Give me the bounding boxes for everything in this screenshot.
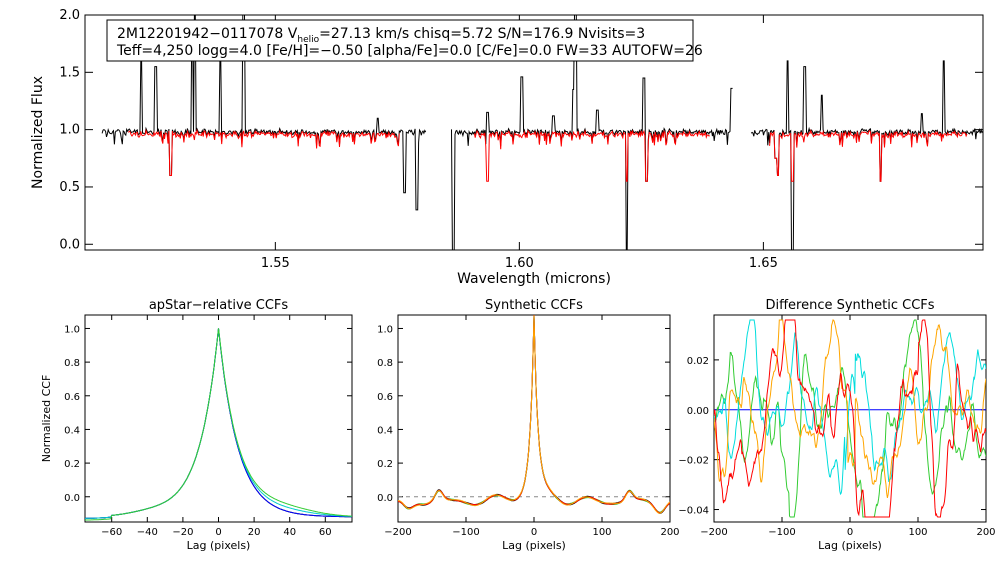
p0-model-spectrum-chip1 [473,129,710,182]
y-tick-label: 0.4 [64,425,80,436]
y-tick-label: 0.2 [64,459,80,470]
info-line-1-suffix: =27.13 km/s chisq=5.72 S/N=176.9 Nvisits… [319,26,645,42]
x-tick-label: 200 [976,527,995,538]
x-tick-label: 200 [660,527,679,538]
panel-spectrum: 1.55 1.60 1.65 0.0 0.5 1.0 1.5 2.0 Wavelength (m… [30,8,984,287]
plot-frame [84,14,984,251]
y-tick-label: 0.02 [687,356,709,367]
p1-ccf-visit-1 [85,328,352,519]
info-box-frame [106,19,694,62]
x-tick-label: −20 [172,527,193,538]
p3-diff-visit-2 [714,319,986,496]
y-axis-label: Normalized Flux [30,76,46,189]
y-tick-label: 0.2 [377,459,393,470]
p1-ccf-combined [85,328,352,519]
p2-ccf-visit-4 [398,315,670,514]
panel-title: apStar−relative CCFs [149,298,289,313]
x-tick-label: −100 [768,527,795,538]
y-tick-label: 0.5 [59,180,80,195]
y-tick-label: 0.00 [687,406,709,417]
y-tick-label: 1.0 [64,324,80,335]
x-tick-label: 1.55 [261,256,290,271]
x-tick-label: 100 [908,527,927,538]
x-tick-label: −200 [700,527,727,538]
y-tick-label: 0.6 [377,392,393,403]
info-line-1-prefix: 2M12201942−0117078 V [117,26,298,42]
y-tick-label: 0.0 [59,237,80,252]
p2-ccf-visit-2 [398,315,670,513]
x-axis-label: Wavelength (microns) [457,271,611,287]
x-tick-label: 20 [248,527,261,538]
y-tick-label: −0.04 [678,506,709,517]
x-tick-label: 1.60 [505,256,534,271]
y-tick-label: 1.0 [59,123,80,138]
y-tick-label: 2.0 [59,8,80,23]
p2-ccf-visit-3 [398,315,670,514]
x-tick-label: 0 [531,527,537,538]
p2-ccf-visit-1 [398,315,670,514]
panel-apstar-ccf: −60 −40 −20 0 20 40 60 0.0 0.2 0.4 0.6 0.8 1.0 Lag (p… [40,298,353,552]
panel-difference-ccf: −200 −100 0 100 200 −0.04 −0.02 0.00 0.02 Lag (pi… [678,298,995,552]
p3-diff-visit-1 [714,319,986,518]
p3-diff-visit-4 [714,319,986,518]
x-axis-label: Lag (pixels) [187,539,251,552]
y-tick-label: 0.4 [377,425,393,436]
plot-frame [84,314,353,523]
x-tick-label: 1.65 [749,256,778,271]
x-axis-label: Lag (pixels) [502,539,566,552]
x-tick-label: 0 [847,527,853,538]
p1-ccf-visit-2 [85,328,352,519]
x-tick-label: 40 [283,527,296,538]
y-tick-label: 1.0 [377,324,393,335]
info-line-1-subscript: helio [297,35,319,45]
info-box: 2M12201942−0117078 Vhelio=27.13 km/s chi… [106,19,703,62]
p1-ccf-visit-3 [85,328,352,521]
p0-model-spectrum-chip2 [769,128,968,182]
p3-diff-visit-3 [714,319,986,499]
x-tick-label: 100 [592,527,611,538]
x-axis-label: Lag (pixels) [818,539,882,552]
y-tick-label: 0.0 [377,493,393,504]
y-tick-label: −0.02 [678,456,709,467]
panel-title: Difference Synthetic CCFs [765,298,934,313]
panel-synthetic-ccf: −200 −100 0 100 200 0.0 0.2 0.4 0.6 0.8 1.0 Lag (pi… [377,298,679,552]
y-tick-label: 0.0 [64,493,80,504]
y-tick-label: 0.6 [64,392,80,403]
info-line-1: 2M12201942−0117078 Vhelio=27.13 km/s chi… [117,26,645,45]
x-tick-label: 60 [319,527,332,538]
p0-model-spectrum-chip0 [128,128,400,176]
x-tick-label: −40 [137,527,158,538]
p2-ccf-combined [398,315,670,514]
x-tick-label: −60 [101,527,122,538]
y-tick-label: 1.5 [59,65,80,80]
y-tick-label: 0.8 [64,358,80,369]
y-axis-label: Normalized CCF [40,375,53,463]
x-tick-label: −200 [384,527,411,538]
p0-observed-spectrum-chip2 [750,60,983,250]
info-line-2: Teff=4,250 logg=4.0 [Fe/H]=−0.50 [alpha/… [116,43,703,59]
x-tick-label: −100 [452,527,479,538]
x-tick-label: 0 [215,527,221,538]
panel-title: Synthetic CCFs [485,298,583,313]
y-tick-label: 0.8 [377,358,393,369]
